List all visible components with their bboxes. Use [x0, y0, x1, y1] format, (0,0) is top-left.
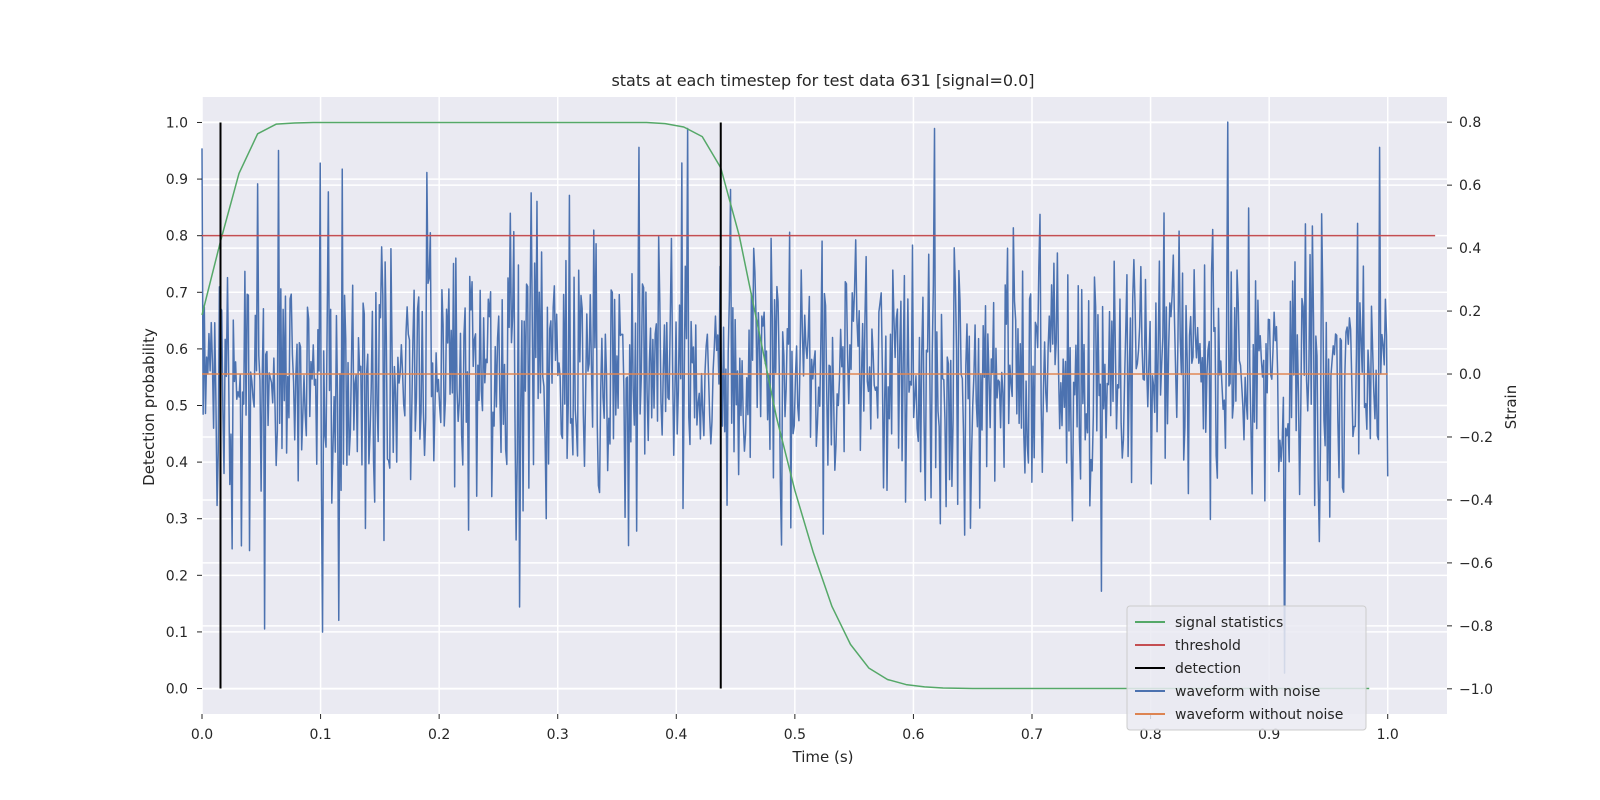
legend-label-waveform-with-noise: waveform with noise	[1175, 684, 1320, 700]
x-tick-label: 0.1	[309, 727, 331, 743]
y-tick-label: 0.5	[166, 399, 188, 415]
y2-tick-label: −0.2	[1459, 430, 1493, 446]
y2-tick-label: 0.2	[1459, 304, 1481, 320]
legend-label-threshold: threshold	[1175, 638, 1241, 654]
x-tick-label: 0.6	[902, 727, 924, 743]
y-tick-label: 0.0	[166, 682, 188, 698]
y2-tick-label: 0.6	[1459, 178, 1481, 194]
x-tick-label: 0.0	[191, 727, 213, 743]
x-axis-label: Time (s)	[792, 748, 854, 766]
y2-tick-label: 0.0	[1459, 367, 1481, 383]
y-tick-label: 0.6	[166, 342, 188, 358]
x-tick-label: 0.9	[1258, 727, 1280, 743]
y-tick-label: 1.0	[166, 115, 188, 131]
y2-tick-label: 0.4	[1459, 241, 1481, 257]
y-tick-label: 0.3	[166, 512, 188, 528]
y2-axis-label: Strain	[1502, 385, 1520, 429]
chart-title: stats at each timestep for test data 631…	[611, 71, 1034, 90]
y-tick-label: 0.1	[166, 625, 188, 641]
legend-box	[1126, 605, 1367, 731]
x-tick-label: 0.3	[547, 727, 569, 743]
x-tick-label: 0.5	[784, 727, 806, 743]
y-tick-label: 0.9	[166, 172, 188, 188]
y-axis-label: Detection probability	[140, 328, 158, 486]
legend-label-detection: detection	[1175, 661, 1241, 677]
y2-tick-label: −0.8	[1459, 619, 1493, 635]
y2-tick-label: −1.0	[1459, 682, 1493, 698]
y2-tick-label: −0.6	[1459, 556, 1493, 572]
legend: signal statistics threshold detection wavef…	[1126, 605, 1367, 731]
y-tick-label: 0.2	[166, 568, 188, 584]
x-tick-label: 1.0	[1377, 727, 1399, 743]
y2-tick-label: −0.4	[1459, 493, 1493, 509]
x-tick-label: 0.2	[428, 727, 450, 743]
x-tick-label: 0.7	[1021, 727, 1043, 743]
x-tick-label: 0.8	[1139, 727, 1161, 743]
y-tick-label: 0.7	[166, 285, 188, 301]
legend-label-signal-statistics: signal statistics	[1175, 615, 1283, 631]
y-tick-label: 0.8	[166, 229, 188, 245]
x-tick-label: 0.4	[665, 727, 687, 743]
y2-tick-label: 0.8	[1459, 115, 1481, 131]
y-tick-label: 0.4	[166, 455, 188, 471]
series-line-waveform-with-noise	[201, 121, 1389, 674]
legend-label-waveform-without-noise: waveform without noise	[1175, 707, 1343, 723]
